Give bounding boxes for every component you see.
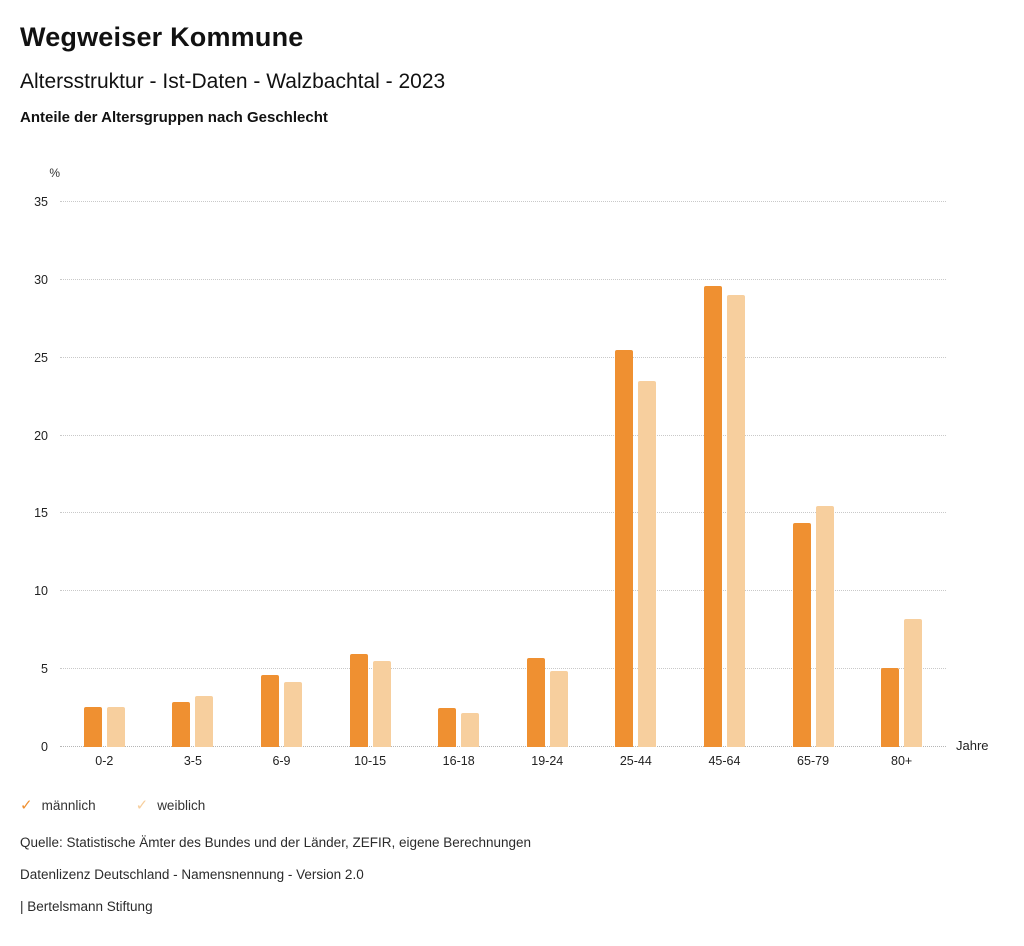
y-axis-tick-label: 30 — [34, 272, 48, 287]
bar-weiblich[interactable] — [815, 505, 834, 747]
x-axis-tick-label: 65-79 — [797, 754, 830, 768]
bar-chart: % 0 5 10 15 20 25 30 35 Jahre — [20, 166, 1004, 754]
gridline — [60, 434, 946, 436]
bar-group — [857, 202, 946, 747]
bar-männlich[interactable] — [349, 653, 368, 747]
x-axis-tick-label: 80+ — [891, 754, 913, 768]
bar-weiblich[interactable] — [638, 381, 657, 747]
legend-label-maennlich: männlich — [41, 798, 96, 813]
y-axis-tick-label: 20 — [34, 428, 48, 443]
bar-group — [414, 202, 503, 747]
y-axis-unit-label: % — [49, 166, 60, 180]
y-axis-tick-label: 35 — [34, 195, 48, 209]
bar-group — [592, 202, 681, 747]
bar-männlich[interactable] — [615, 349, 634, 747]
x-axis-tick-label: 6-9 — [272, 754, 291, 768]
gridline — [60, 512, 946, 514]
gridline — [60, 278, 946, 280]
bar-weiblich[interactable] — [461, 712, 480, 747]
bar-group — [680, 202, 769, 747]
bar-group — [237, 202, 326, 747]
x-axis-tick-label: 0-2 — [95, 754, 114, 768]
bar-groups — [60, 202, 946, 747]
bar-group — [769, 202, 858, 747]
x-axis-tick-label: 3-5 — [183, 754, 202, 768]
bar-group — [326, 202, 415, 747]
bar-männlich[interactable] — [526, 658, 545, 747]
gridline — [60, 356, 946, 358]
y-axis-tick-label: 15 — [34, 506, 48, 521]
attribution-text: | Bertelsmann Stiftung — [20, 899, 153, 914]
legend-item-maennlich[interactable]: ✓ männlich — [20, 798, 96, 813]
x-axis-tick-label: 19-24 — [531, 754, 564, 768]
bar-männlich[interactable] — [881, 667, 900, 747]
gridline — [60, 746, 946, 747]
legend-item-weiblich[interactable]: ✓ weiblich — [136, 798, 206, 813]
x-axis-tick-label: 10-15 — [354, 754, 387, 768]
x-axis-labels: 0-2 3-5 6-9 10-15 16-18 19-24 25-44 45-64 65-79 8… — [60, 754, 946, 768]
bar-weiblich[interactable] — [195, 695, 214, 747]
x-axis-tick-label: 16-18 — [442, 754, 475, 768]
bar-weiblich[interactable] — [549, 670, 568, 747]
legend-label-weiblich: weiblich — [157, 798, 206, 813]
bar-weiblich[interactable] — [106, 706, 125, 747]
bar-männlich[interactable] — [792, 522, 811, 747]
gridline — [60, 590, 946, 592]
y-axis-tick-label: 5 — [41, 662, 48, 677]
bar-weiblich[interactable] — [904, 619, 923, 747]
x-axis-tick-label: 45-64 — [708, 754, 741, 768]
gridline — [60, 201, 946, 202]
check-icon: ✓ — [20, 797, 33, 814]
x-axis-unit-label: Jahre — [956, 738, 989, 753]
y-axis: % 0 5 10 15 20 25 30 35 — [20, 166, 60, 754]
bar-männlich[interactable] — [83, 706, 102, 747]
page-subtitle: Altersstruktur - Ist-Daten - Walzbachtal… — [20, 70, 446, 93]
check-icon: ✓ — [135, 797, 149, 814]
page-title: Wegweiser Kommune — [20, 22, 304, 52]
y-axis-tick-label: 0 — [41, 740, 48, 754]
plot-area: Jahre — [60, 201, 989, 753]
bar-männlich[interactable] — [260, 675, 279, 747]
chart-title: Anteile der Altersgruppen nach Geschlech… — [20, 109, 328, 126]
footer: Quelle: Statistische Ämter des Bundes un… — [20, 835, 1004, 914]
y-axis-tick-label: 25 — [34, 350, 48, 365]
legend: ✓ männlich ✓ weiblich — [20, 798, 1004, 813]
bar-männlich[interactable] — [703, 286, 722, 747]
bar-weiblich[interactable] — [372, 661, 391, 747]
y-axis-tick-label: 10 — [34, 584, 48, 599]
bar-weiblich[interactable] — [726, 295, 745, 747]
bar-männlich[interactable] — [438, 708, 457, 747]
license-text: Datenlizenz Deutschland - Namensnennung … — [20, 867, 364, 882]
x-axis-tick-label: 25-44 — [619, 754, 652, 768]
gridline — [60, 668, 946, 670]
bar-group — [60, 202, 149, 747]
source-text: Quelle: Statistische Ämter des Bundes un… — [20, 835, 532, 850]
bar-group — [503, 202, 592, 747]
bar-group — [149, 202, 238, 747]
bar-männlich[interactable] — [172, 701, 191, 747]
bar-weiblich[interactable] — [283, 681, 302, 747]
